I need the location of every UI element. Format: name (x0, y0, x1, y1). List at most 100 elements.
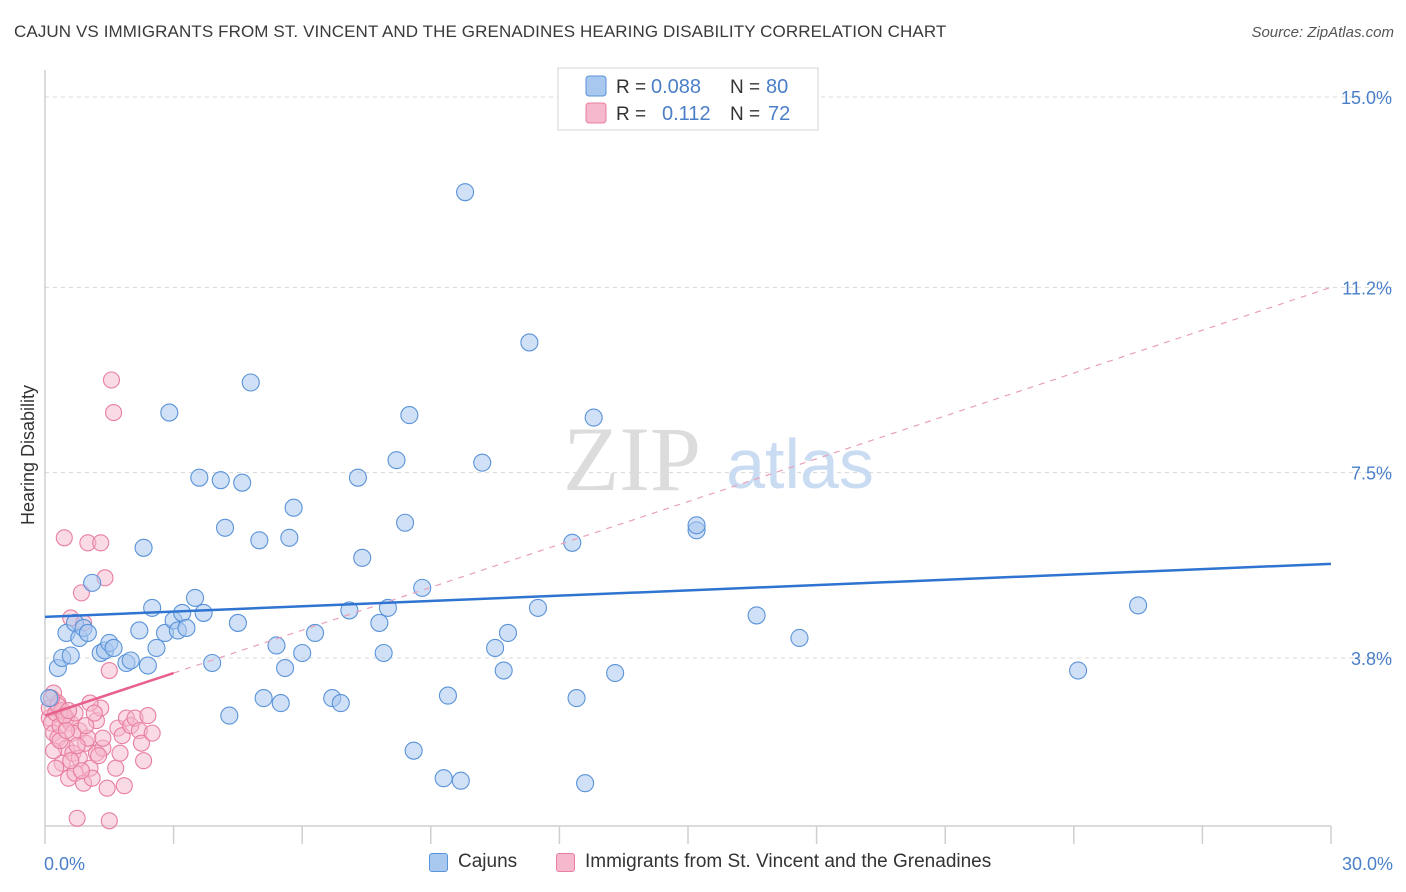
point-cajuns (185, 588, 205, 607)
point-cajuns (353, 548, 372, 567)
trend-lines (44, 286, 1332, 717)
point-st-vincent (94, 729, 112, 747)
point-cajuns (233, 473, 252, 492)
point-st-vincent (115, 777, 133, 795)
point-st-vincent (105, 404, 123, 422)
point-cajuns (400, 406, 419, 425)
point-cajuns (173, 603, 192, 622)
point-st-vincent (135, 752, 153, 770)
y-tick-label: 11.2% (1342, 278, 1392, 298)
point-cajuns (134, 538, 153, 557)
point-cajuns (228, 613, 247, 632)
point-cajuns (1069, 661, 1088, 680)
point-cajuns (486, 638, 505, 658)
point-st-vincent (102, 371, 120, 389)
point-cajuns (340, 601, 359, 620)
point-cajuns (194, 603, 213, 622)
legend-r-label-cajuns: R = (616, 77, 646, 98)
point-cajuns (387, 451, 406, 470)
point-cajuns (254, 689, 273, 708)
point-st-vincent (92, 534, 110, 552)
point-cajuns (130, 621, 149, 640)
point-cajuns (1129, 596, 1148, 615)
point-cajuns (211, 471, 230, 490)
point-cajuns (250, 531, 269, 550)
point-st-vincent (55, 529, 73, 547)
point-cajuns (276, 658, 295, 678)
legend-r-value-cajuns: 0.088 (651, 76, 701, 98)
legend-swatch-cajuns (585, 75, 607, 97)
point-cajuns (241, 373, 260, 392)
legend-bottom-swatch-cajuns (429, 852, 448, 872)
point-st-vincent (68, 737, 86, 755)
grid (45, 96, 1392, 659)
point-cajuns (331, 694, 350, 713)
legend-r-label-svg: R = (616, 104, 646, 125)
point-cajuns (40, 689, 59, 708)
point-cajuns (280, 528, 299, 547)
point-cajuns (576, 774, 595, 793)
point-cajuns (160, 403, 179, 422)
point-cajuns (78, 623, 97, 643)
point-cajuns (147, 638, 166, 658)
point-st-vincent (47, 759, 65, 777)
point-cajuns (177, 618, 196, 637)
point-cajuns (271, 694, 290, 713)
point-st-vincent (98, 779, 116, 797)
legend-bottom-label-svg: Immigrants from St. Vincent and the Gren… (585, 851, 992, 872)
point-cajuns (293, 643, 312, 663)
point-cajuns (104, 638, 123, 658)
chart-title: CAJUN VS IMMIGRANTS FROM ST. VINCENT AND… (14, 22, 947, 41)
x-tick-label-min: 0.0% (44, 854, 85, 874)
point-st-vincent (100, 661, 118, 680)
point-st-vincent (132, 734, 150, 752)
point-cajuns (306, 623, 325, 643)
legend-n-value-svg: 72 (768, 103, 790, 125)
point-st-vincent (85, 704, 103, 722)
point-cajuns (451, 771, 470, 790)
point-st-vincent (111, 744, 129, 762)
point-cajuns (434, 769, 453, 788)
point-cajuns (61, 646, 80, 665)
legend-bottom-label-cajuns: Cajuns (458, 851, 518, 872)
point-st-vincent (90, 747, 108, 765)
point-cajuns (203, 653, 222, 673)
point-cajuns (456, 183, 475, 202)
point-cajuns (520, 333, 539, 352)
watermark-zip: ZIP (563, 408, 701, 510)
point-cajuns (747, 606, 766, 625)
point-cajuns (498, 623, 518, 643)
axis-labels: 3.8% 7.5% 11.2% 15.0% 0.0% 30.0% Hearing Disab… (18, 88, 1393, 874)
source-label: Source: ZipAtlas.com (1251, 24, 1394, 41)
point-st-vincent (100, 812, 118, 830)
legend-bottom-svg: Immigrants from St. Vincent and the Gren… (556, 851, 991, 873)
legend-top: R = 0.088 N = 80 R = 0.112 N = 72 (557, 67, 819, 131)
legend-n-label-cajuns: N = (730, 77, 760, 98)
x-tick-label-max: 30.0% (1342, 854, 1393, 874)
point-st-vincent (62, 752, 80, 770)
point-st-vincent (107, 759, 125, 777)
point-cajuns (563, 533, 582, 552)
point-cajuns (404, 741, 423, 760)
point-cajuns (438, 686, 457, 705)
point-cajuns (215, 518, 235, 537)
point-cajuns (267, 636, 286, 655)
point-cajuns (138, 656, 157, 675)
point-cajuns (348, 468, 367, 487)
point-cajuns (584, 408, 603, 427)
point-st-vincent (72, 762, 90, 780)
point-st-vincent (143, 724, 161, 742)
point-cajuns (494, 661, 513, 680)
point-st-vincent (139, 707, 157, 725)
point-cajuns (528, 598, 548, 617)
y-tick-label: 15.0% (1341, 88, 1392, 108)
y-axis-title: Hearing Disability (18, 385, 38, 525)
y-tick-label: 3.8% (1351, 649, 1392, 669)
legend-n-value-cajuns: 80 (766, 76, 788, 98)
point-st-vincent (57, 722, 75, 740)
point-cajuns (190, 468, 209, 487)
trend-line-cajuns (44, 562, 1332, 619)
legend-swatch-svg (585, 102, 607, 124)
points (40, 183, 1148, 830)
